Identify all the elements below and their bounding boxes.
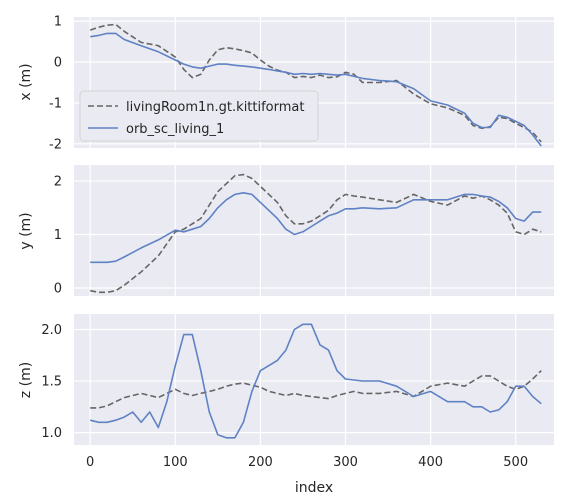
yticks-z: 2.0 1.5 1.0 [41,323,62,441]
xtick-label: 200 [248,455,273,470]
series-line-orb [90,192,542,264]
xtick-label: 400 [418,455,443,470]
plot-area-y [74,165,554,296]
y-axis-label-z: z (m) [18,362,34,398]
yticks-y: 2 1 0 [54,175,62,297]
legend-box [79,90,319,142]
ytick-label: -1 [49,96,62,111]
legend-label-gt: livingRoom1n.gt.kittiformat [126,100,304,115]
ytick-label: 1.5 [41,375,62,390]
ytick-label: -2 [49,137,62,152]
xtick-label: 500 [503,455,528,470]
yticks-x: 1 0 -1 -2 [49,15,62,153]
legend-label-orb: orb_sc_living_1 [126,122,224,137]
series-line-gt [90,370,542,409]
xtick-label: 300 [333,455,358,470]
ytick-label: 2 [54,175,62,190]
ytick-label: 0 [54,281,62,296]
x-axis-label: index [295,480,333,496]
ytick-label: 1 [54,15,62,30]
xtick-label: 100 [163,455,188,470]
ytick-label: 2.0 [41,323,62,338]
series-line-orb [90,323,542,439]
ytick-label: 1.0 [41,426,62,441]
series-group-x [89,23,542,147]
subplot-y: 2 1 0 y (m) [18,165,554,296]
series-line-orb [90,32,542,147]
y-axis-label-x: x (m) [18,63,34,100]
plot-area-z [74,314,554,445]
subplot-z: 2.0 1.5 1.0 0 100 200 300 400 500 z (m) index [18,314,554,496]
grid-y [74,165,554,296]
xtick-label: 0 [86,455,94,470]
series-group-z [90,323,542,439]
legend: livingRoom1n.gt.kittiformat orb_sc_livin… [79,90,319,142]
series-group-y [90,173,542,294]
subplot-x: 1 0 -1 -2 x (m) livingRoom1n.gt.kittiformat… [18,15,554,153]
y-axis-label-y: y (m) [18,212,34,249]
ytick-label: 1 [54,228,62,243]
ytick-label: 0 [54,56,62,71]
xticks-z: 0 100 200 300 400 500 [86,455,528,470]
